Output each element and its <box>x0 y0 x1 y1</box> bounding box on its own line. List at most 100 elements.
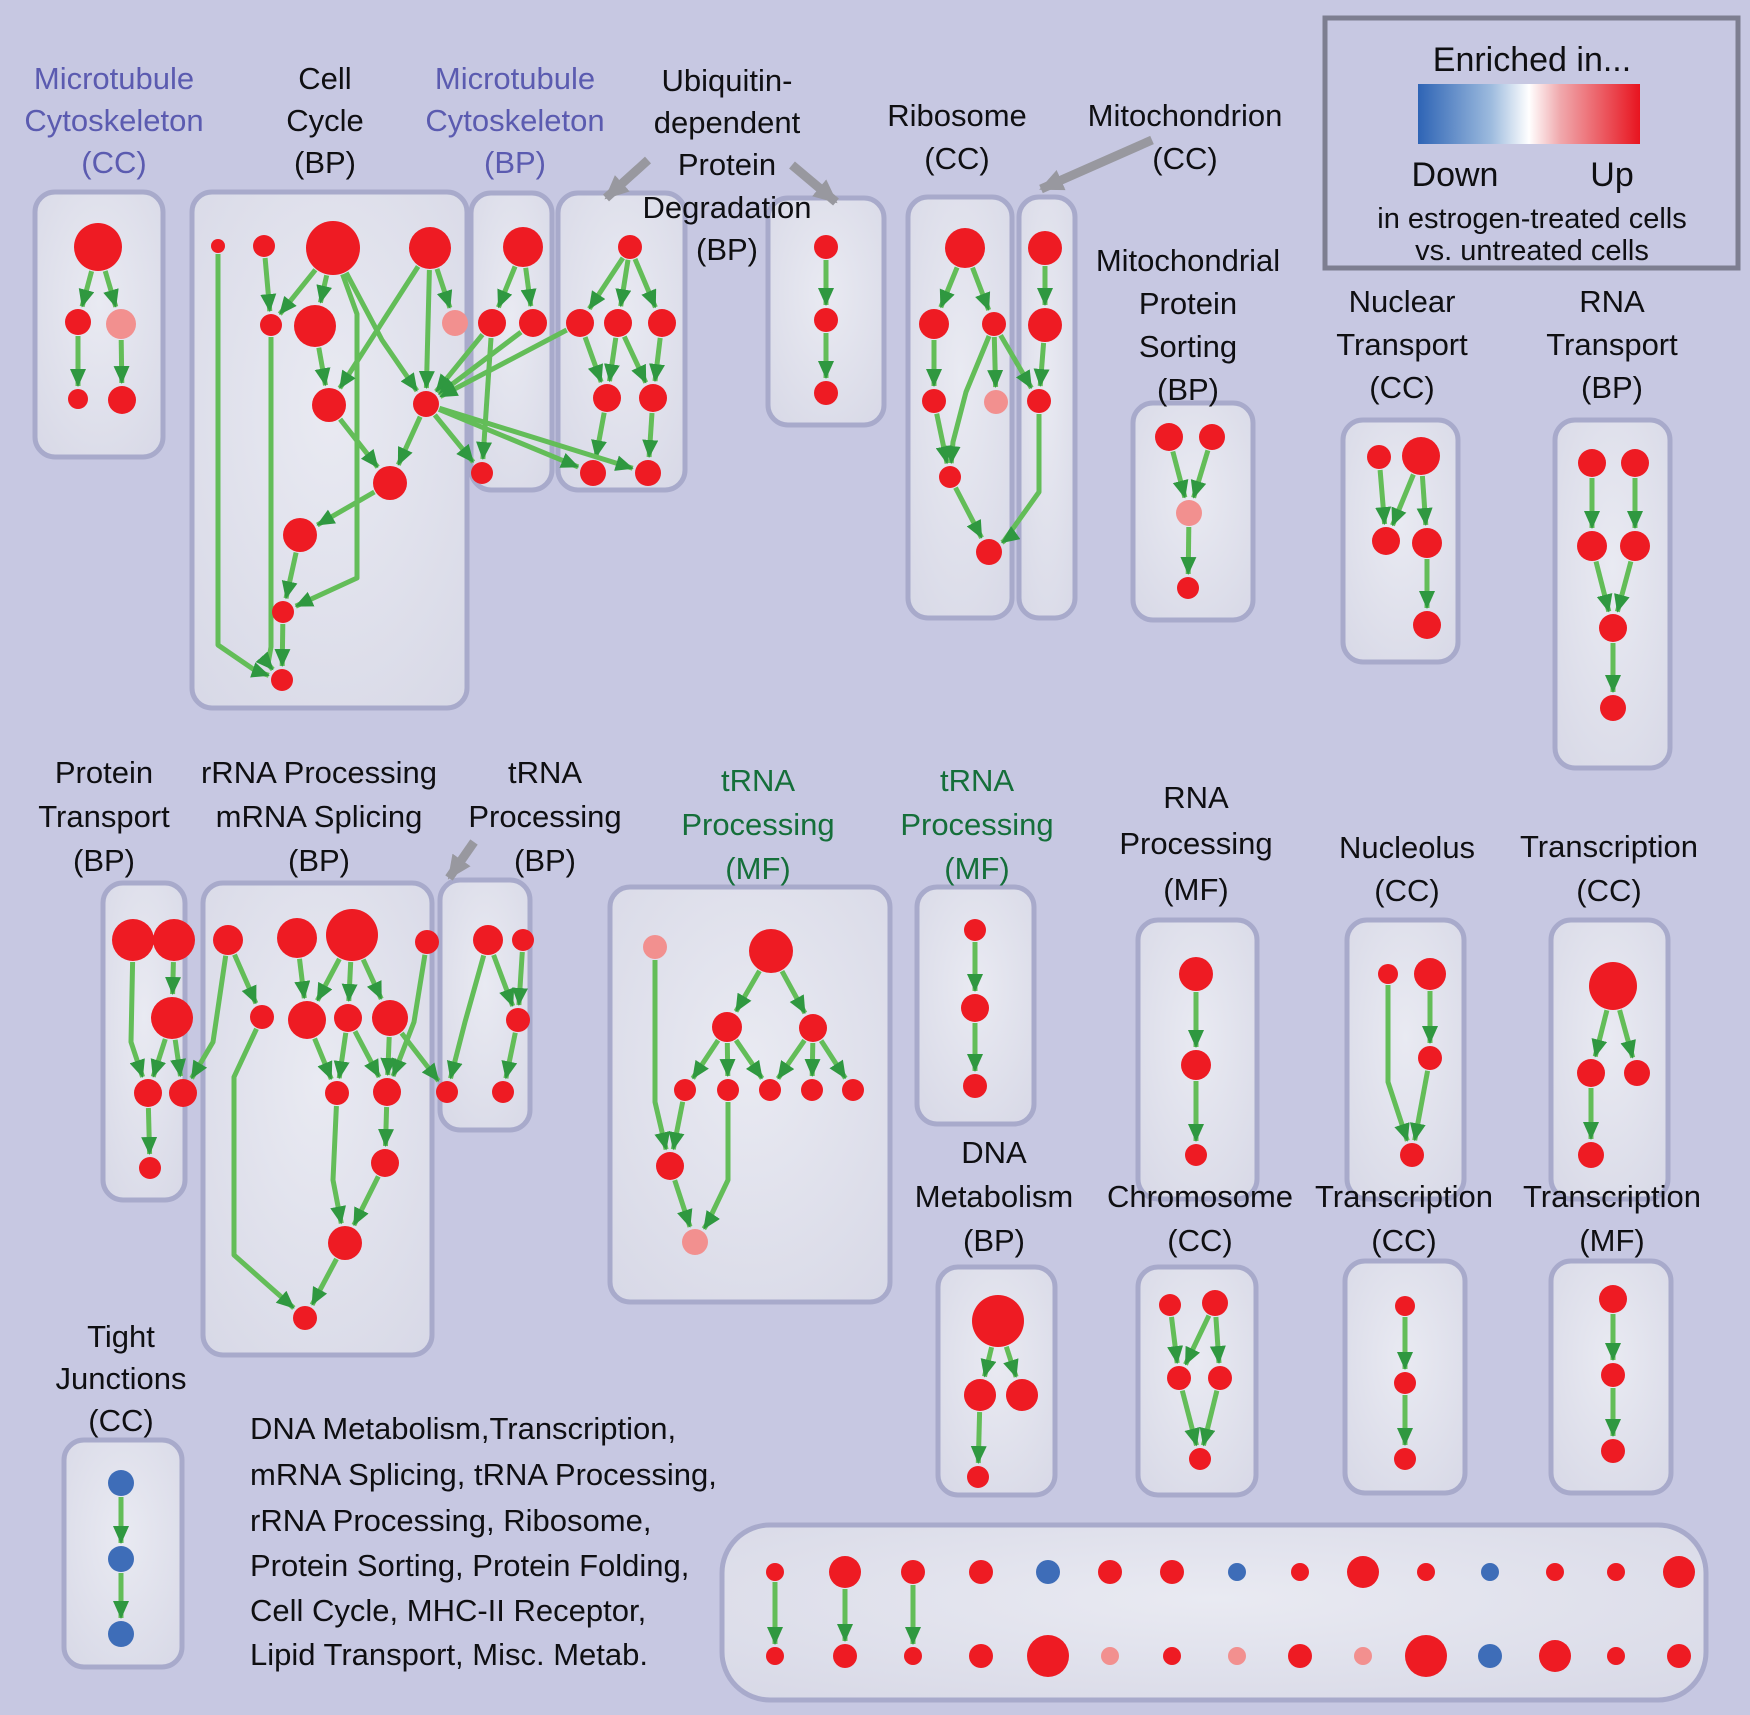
cluster-label-trnabp: tRNA Processing (BP) <box>468 755 621 878</box>
edge-chromosome-3 <box>1179 1389 1200 1447</box>
go-node-trnabp-3 <box>436 1081 458 1103</box>
go-node-mtcc-3 <box>68 389 88 409</box>
edge-nuctrans-2 <box>1416 475 1433 526</box>
cross-edge-2 <box>439 327 568 399</box>
cluster-label-prottrans: Protein Transport (BP) <box>38 755 170 878</box>
go-node-nucleolus-2 <box>1418 1046 1442 1070</box>
edge-mitosort-2 <box>1180 526 1197 575</box>
edge-trnamf1-9 <box>668 1101 686 1151</box>
go-node-cellcycle-11 <box>272 601 294 623</box>
go-node-trnamf2-0 <box>964 919 986 941</box>
go-node-prottrans-1 <box>153 919 195 961</box>
go-node-transcc2-1 <box>1394 1372 1416 1394</box>
edge-cellcycle-3 <box>316 274 333 304</box>
edge-rrna-3 <box>341 961 358 1002</box>
go-node-rnatrans-1 <box>1621 449 1649 477</box>
go-node-ubi1-7 <box>635 460 661 486</box>
go-node-ubi1-3 <box>648 309 676 337</box>
cluster-label-transcc1: Transcription (CC) <box>1520 829 1698 908</box>
edge-dnametab-0 <box>980 1346 997 1378</box>
cluster-label-tightjunc: Tight Junctions (CC) <box>56 1319 187 1438</box>
legend-up-label: Up <box>1590 156 1633 194</box>
go-node-cellcycle-12 <box>271 669 293 691</box>
go-node-trnamf2-1 <box>961 994 989 1022</box>
cross-edge-7 <box>1000 414 1042 545</box>
edge-ribosome-0 <box>938 266 960 309</box>
edge-trnamf1-2 <box>690 1038 721 1080</box>
legend-gradient-bar <box>1418 84 1640 144</box>
edge-prottrans-4 <box>141 1107 158 1155</box>
cross-edge-8 <box>189 955 229 1080</box>
go-node-mtcc-2 <box>106 309 136 339</box>
go-node-dnametab-3 <box>967 1466 989 1488</box>
go-node-rnatrans-0 <box>1578 449 1606 477</box>
go-node-cellcycle-6 <box>442 310 468 336</box>
summary-node-bottom-11 <box>1478 1644 1502 1668</box>
edge-ubi1-8 <box>642 412 659 458</box>
cluster-box-dnametab <box>935 1264 1058 1498</box>
go-node-rrna-6 <box>334 1004 362 1032</box>
edge-rrna-10 <box>380 1036 397 1076</box>
cluster-label-nucleolus: Nucleolus (CC) <box>1339 830 1475 908</box>
summary-node-top-7 <box>1228 1563 1246 1581</box>
edge-trnamf1-8 <box>652 960 671 1151</box>
go-node-mtbp-2 <box>519 309 547 337</box>
cluster-label-ribosome: Ribosome (CC) <box>887 98 1027 176</box>
edge-rnatrans-2 <box>1593 560 1613 613</box>
go-node-trnabp-4 <box>492 1081 514 1103</box>
go-node-transcc2-2 <box>1394 1448 1416 1470</box>
edge-mtcc-0 <box>78 270 95 308</box>
nodes-layer <box>65 221 1695 1677</box>
edges-layer <box>70 135 1643 1645</box>
go-node-ubi2-1 <box>814 308 838 332</box>
go-node-cellcycle-5 <box>294 305 336 347</box>
edge-cellcycle-5 <box>294 273 360 609</box>
go-node-rrna-7 <box>372 1000 408 1036</box>
summary-node-bottom-0 <box>766 1647 784 1665</box>
edge-trnamf1-10 <box>672 1179 693 1228</box>
summary-node-bottom-1 <box>833 1644 857 1668</box>
edge-mtcc-3 <box>113 339 130 384</box>
summary-node-top-12 <box>1546 1563 1564 1581</box>
go-node-ribosome-6 <box>976 539 1002 565</box>
go-node-cellcycle-2 <box>306 221 360 275</box>
edge-trnabp-2 <box>512 951 528 1006</box>
summary-node-top-11 <box>1481 1563 1499 1581</box>
go-node-ribosome-0 <box>945 228 985 268</box>
summary-node-top-6 <box>1160 1560 1184 1584</box>
go-node-nuctrans-2 <box>1372 527 1400 555</box>
cross-edge-5 <box>432 413 476 464</box>
go-node-rnaproc-0 <box>1179 957 1213 991</box>
go-node-chromosome-2 <box>1167 1366 1191 1390</box>
edge-mtbp-0 <box>496 265 518 309</box>
cluster-label-nuctrans: Nuclear Transport (CC) <box>1336 284 1468 405</box>
summary-node-bottom-3 <box>969 1644 993 1668</box>
edge-ribosome-5 <box>934 413 952 465</box>
summary-node-top-2 <box>901 1560 925 1584</box>
edge-rrna-4 <box>360 958 384 1000</box>
go-node-mtcc-4 <box>108 386 136 414</box>
label-pointer-arrow-3 <box>445 839 478 881</box>
edge-cellcycle-7 <box>337 265 421 390</box>
edge-nucleolus-2 <box>1409 1070 1431 1142</box>
edge-nuctrans-0 <box>1375 469 1392 526</box>
edge-rrna-5 <box>390 954 428 1078</box>
go-node-dnametab-2 <box>1006 1379 1038 1411</box>
go-node-transcc1-3 <box>1578 1142 1604 1168</box>
go-node-prottrans-2 <box>151 997 193 1039</box>
go-node-transcc1-2 <box>1624 1060 1650 1086</box>
edge-ubi1-4 <box>604 337 620 383</box>
summary-node-bottom-6 <box>1163 1647 1181 1665</box>
edge-trnabp-3 <box>501 1032 518 1080</box>
go-node-nucleolus-3 <box>1400 1143 1424 1167</box>
cross-edge-4 <box>438 405 634 471</box>
cross-edge-3 <box>437 406 580 470</box>
edge-prottrans-0 <box>128 961 145 1078</box>
summary-node-bottom-4 <box>1027 1635 1069 1677</box>
go-node-nuctrans-4 <box>1413 611 1441 639</box>
legend-caption-line1: in estrogen-treated cells <box>1377 203 1687 235</box>
go-node-mito-2 <box>1027 389 1051 413</box>
go-node-mtbp-3 <box>471 462 493 484</box>
go-node-trnabp-1 <box>512 929 534 951</box>
go-node-chromosome-4 <box>1189 1448 1211 1470</box>
